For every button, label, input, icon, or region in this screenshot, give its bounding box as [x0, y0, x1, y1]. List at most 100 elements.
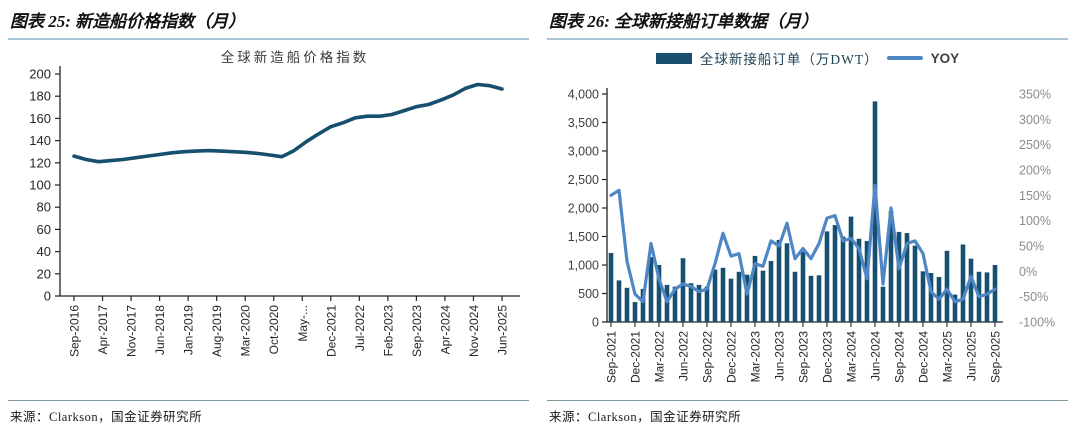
- order-bar: [632, 302, 638, 322]
- order-bar: [856, 238, 862, 322]
- x-tick-label: Jun-2025: [965, 331, 979, 381]
- right-y-tick-label: 100%: [1019, 214, 1051, 228]
- figure-25-chart-area: 0 20 40 60 80 100 120 140 160 180 200 Sep-2016 Apr-2…: [8, 40, 529, 400]
- x-tick-label: Sep-2023: [410, 305, 424, 357]
- figure-26: 图表 26: 全球新接船订单数据（月） 全球新接船订单（万DWT） YOY 0 5…: [547, 5, 1068, 429]
- yoy-line: [609, 183, 997, 304]
- x-tick-label: Sep-2021: [605, 331, 619, 383]
- order-bar: [888, 210, 894, 322]
- order-bar: [696, 284, 702, 322]
- x-tick-label: Sep-2016: [68, 305, 82, 357]
- x-tick-label: Mar-2023: [749, 331, 763, 383]
- x-tick-label: Feb-2023: [381, 305, 395, 357]
- left-y-tick-label: 3,000: [568, 145, 599, 159]
- x-tick-label: Sep-2023: [797, 331, 811, 383]
- x-tick-label: Jul-2022: [353, 305, 367, 351]
- order-bar: [792, 271, 798, 322]
- left-y-tick-label: 3,500: [568, 116, 599, 130]
- in-plot-title: 全球新造船价格指数: [221, 49, 370, 65]
- y-tick-label: 60: [37, 222, 51, 237]
- y-tick-label: 200: [29, 67, 51, 82]
- order-bar: [648, 257, 654, 322]
- x-tick-label: Jun-2022: [677, 331, 691, 381]
- x-tick-label: Jun-2023: [773, 331, 787, 381]
- orders-bar-legend-swatch: [655, 52, 692, 64]
- left-y-tick-label: 2,500: [568, 173, 599, 187]
- order-bar: [760, 270, 766, 322]
- order-bar: [984, 272, 990, 322]
- order-bar: [848, 216, 854, 322]
- x-tick-label: Jan-2019: [182, 305, 196, 355]
- x-tick-label: Sep-2025: [989, 331, 1003, 383]
- y-tick-label: 80: [37, 200, 51, 215]
- figure-25: 图表 25: 新造船价格指数（月） 0 20 40 60 80 100 120 140 160 1…: [8, 5, 529, 429]
- right-y-tick-label: -100%: [1019, 316, 1055, 330]
- x-tick-label: Dec-2021: [324, 305, 338, 357]
- order-bar: [816, 275, 822, 322]
- right-y-tick-label: 0%: [1019, 265, 1037, 279]
- y-tick-label: 40: [37, 244, 51, 259]
- figure-26-title: 图表 26: 全球新接船订单数据（月）: [547, 5, 1068, 40]
- x-tick-label: Aug-2019: [210, 305, 224, 357]
- order-bar: [616, 280, 622, 322]
- y-tick-label: 140: [29, 133, 51, 148]
- x-tick-label: Sep-2022: [701, 331, 715, 383]
- newbuilding-price-index-chart: 0 20 40 60 80 100 120 140 160 180 200 Sep-2016 Apr-2…: [29, 49, 520, 357]
- x-tick-label: Sep-2024: [893, 331, 907, 383]
- x-tick-label: Mar-2022: [653, 331, 667, 383]
- order-bar: [776, 239, 782, 322]
- order-bar: [768, 261, 774, 322]
- orders-legend-label: 全球新接船订单（万DWT）: [699, 52, 879, 67]
- order-bar: [880, 286, 886, 322]
- y-tick-label: 100: [29, 178, 51, 193]
- order-bar: [704, 286, 710, 322]
- order-bar: [944, 250, 950, 323]
- right-y-tick-label: 300%: [1019, 113, 1051, 127]
- order-bar: [824, 231, 830, 322]
- x-tick-label: Mar-2025: [941, 331, 955, 383]
- order-bar: [872, 101, 878, 323]
- figure-25-source: 来源：Clarkson，国金证券研究所: [8, 400, 529, 429]
- order-bar: [728, 278, 734, 322]
- order-bar: [664, 284, 670, 322]
- left-y-tick-label: 4,000: [568, 88, 599, 102]
- order-bar: [992, 265, 998, 322]
- order-bar: [752, 255, 758, 322]
- x-tick-label: Apr-2024: [438, 305, 452, 355]
- left-y-tick-label: 500: [578, 287, 599, 301]
- x-tick-label: Oct-2020: [267, 305, 281, 355]
- x-tick-label: Dec-2022: [725, 331, 739, 383]
- order-bar: [608, 253, 614, 322]
- x-tick-label: Jun-2018: [153, 305, 167, 355]
- right-y-tick-label: 350%: [1019, 88, 1051, 102]
- order-bar: [720, 267, 726, 322]
- right-y-tick-label: -50%: [1019, 290, 1048, 304]
- order-bar: [808, 275, 814, 322]
- right-y-tick-label: 250%: [1019, 138, 1051, 152]
- x-tick-label: Apr-2017: [96, 305, 110, 355]
- order-bar: [680, 258, 686, 322]
- x-tick-label: May-...: [296, 305, 310, 342]
- x-tick-label: Jun-2025: [496, 305, 510, 355]
- left-y-tick-label: 2,000: [568, 202, 599, 216]
- x-tick-label: Nov-2017: [125, 305, 139, 357]
- left-y-tick-label: 1,500: [568, 230, 599, 244]
- order-bar: [864, 241, 870, 322]
- order-bar: [960, 244, 966, 322]
- y-tick-label: 20: [37, 266, 51, 281]
- order-bar: [912, 245, 918, 322]
- y-tick-label: 160: [29, 111, 51, 126]
- order-bar: [672, 286, 678, 322]
- left-y-tick-label: 1,000: [568, 259, 599, 273]
- new-orders-chart: 0 500 1,000 1,500 2,000 2,500 3,000 3,500 4,000 -…: [568, 88, 1055, 384]
- order-bar: [968, 258, 974, 322]
- yoy-legend-label: YOY: [930, 50, 960, 66]
- price-index-line: [72, 82, 504, 164]
- order-bar: [640, 288, 646, 322]
- order-bar: [928, 273, 934, 322]
- order-bar: [920, 271, 926, 322]
- order-bar: [904, 233, 910, 322]
- yoy-line-legend-swatch: [886, 56, 923, 60]
- right-y-tick-label: 200%: [1019, 164, 1051, 178]
